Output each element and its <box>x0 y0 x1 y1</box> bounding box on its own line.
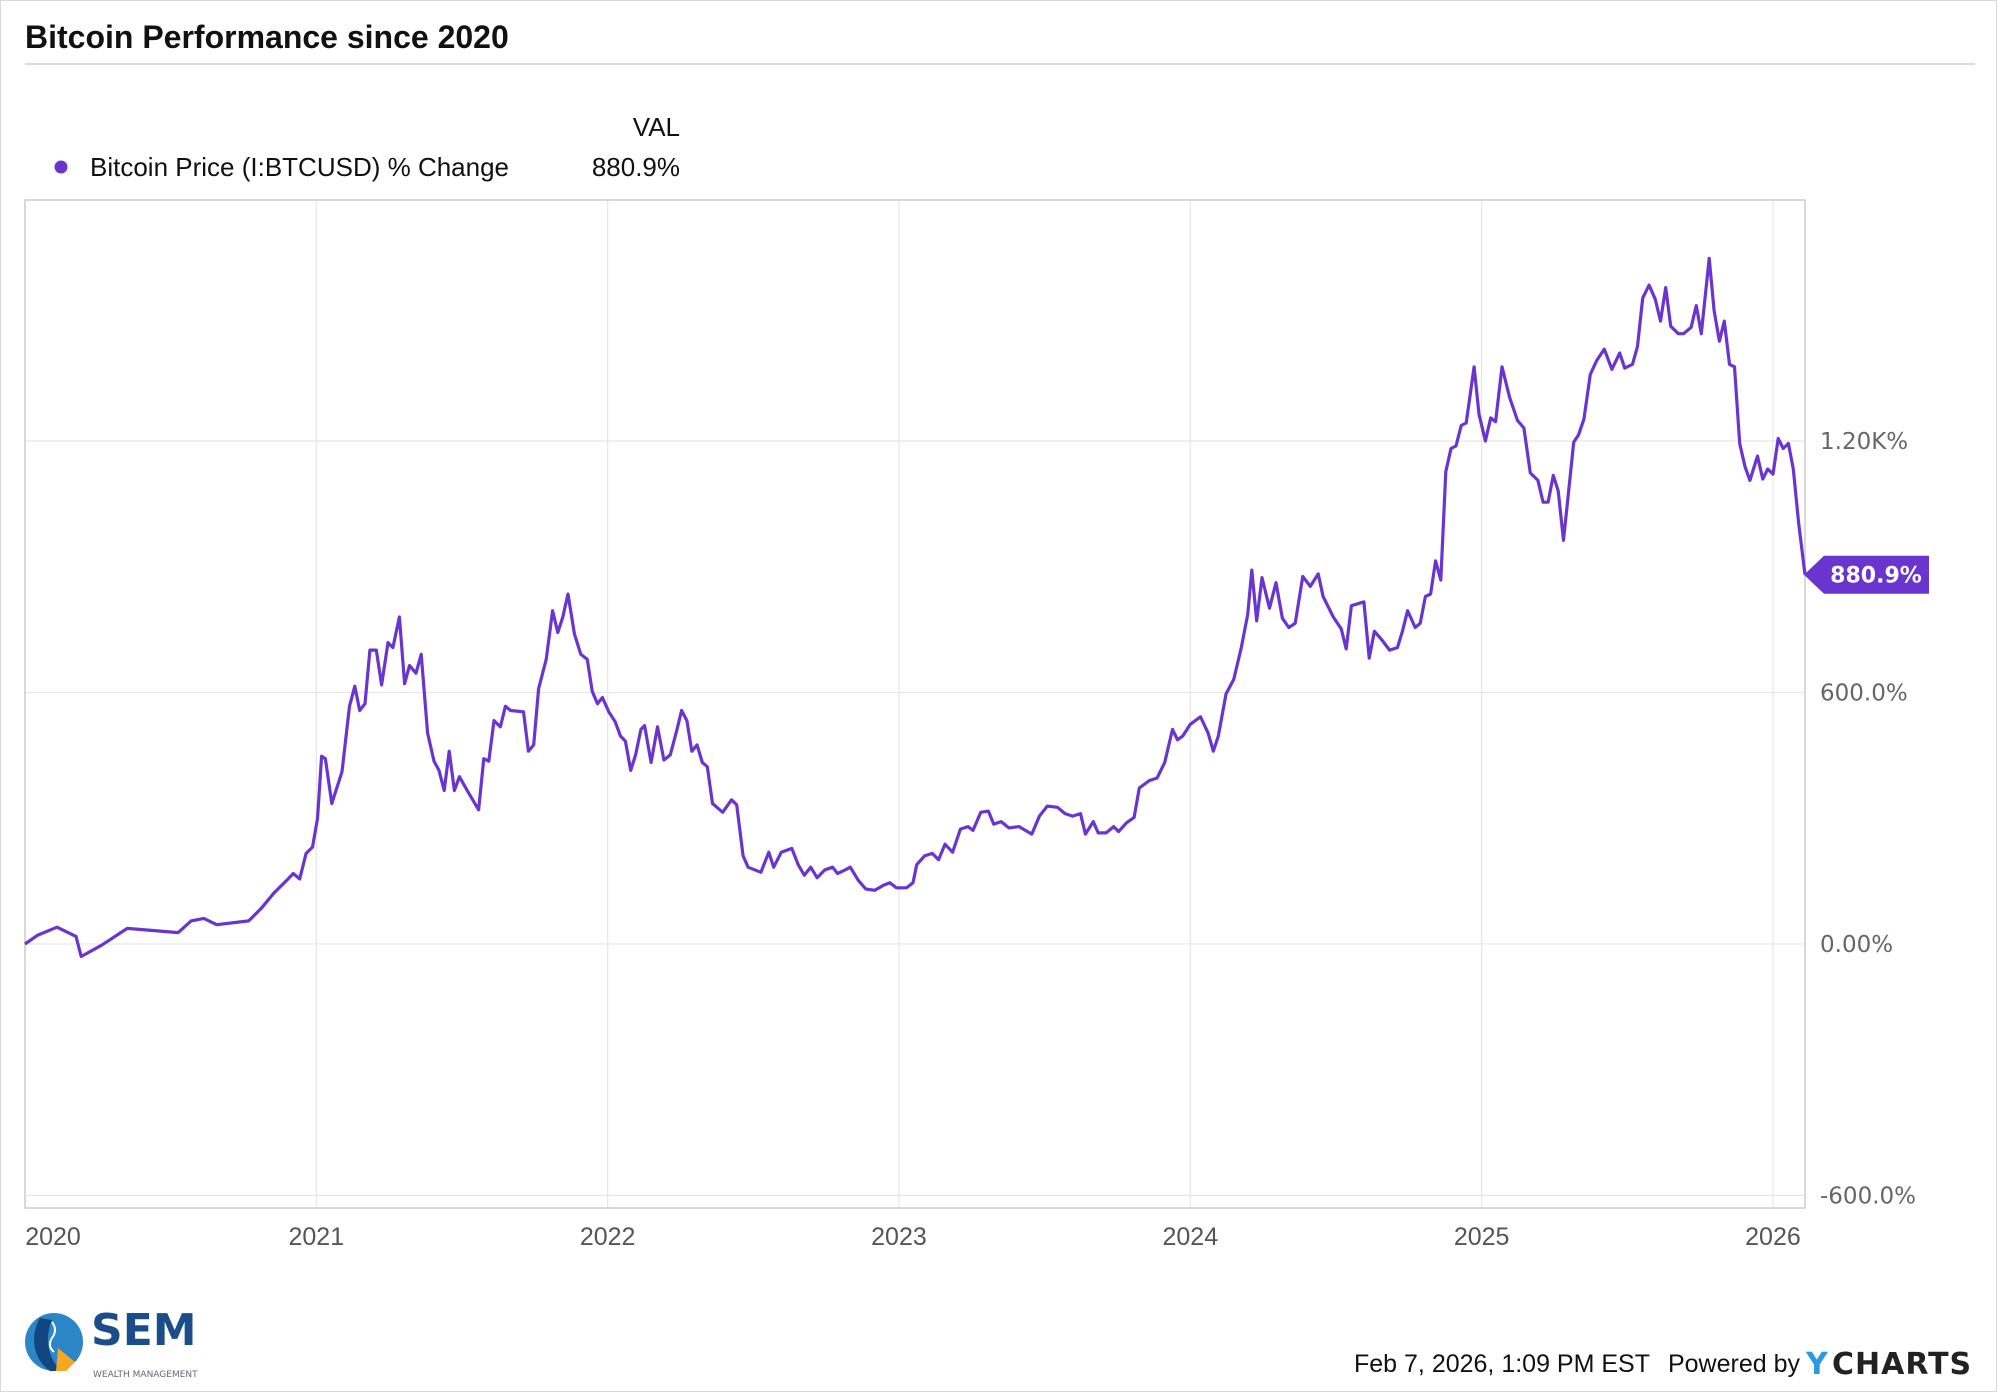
last-value-flag: 880.9% <box>1804 555 1929 594</box>
sem-logo: SEM WEALTH MANAGEMENT <box>25 1305 198 1380</box>
sem-brand-sub: WEALTH MANAGEMENT <box>93 1370 198 1380</box>
footer-timestamp: Feb 7, 2026, 1:09 PM EST <box>1354 1350 1650 1378</box>
last-value-label: 880.9% <box>1830 564 1922 589</box>
x-tick-label: 2024 <box>1162 1223 1218 1251</box>
y-tick-label: 1.20K% <box>1820 429 1908 455</box>
last-value-flag-shape <box>1804 555 1929 594</box>
legend-series-name[interactable]: Bitcoin Price (I:BTCUSD) % Change <box>90 152 509 182</box>
y-tick-label: -600.0% <box>1820 1183 1916 1209</box>
chart-title: Bitcoin Performance since 2020 <box>25 19 509 55</box>
legend: VAL Bitcoin Price (I:BTCUSD) % Change 88… <box>54 112 680 182</box>
x-tick-label: 2023 <box>871 1223 927 1251</box>
x-tick-label: 2026 <box>1745 1223 1801 1251</box>
x-tick-label: 2025 <box>1454 1223 1510 1251</box>
legend-header: VAL <box>633 112 680 142</box>
legend-series-value: 880.9% <box>592 152 680 182</box>
y-tick-label: 600.0% <box>1820 680 1908 706</box>
plot-frame <box>24 199 1806 1209</box>
x-tick-label: 2021 <box>289 1223 345 1251</box>
gridlines <box>25 200 1805 1208</box>
sem-brand-name: SEM <box>91 1305 197 1356</box>
y-tick-label: 0.00% <box>1820 932 1893 958</box>
x-tick-label: 2022 <box>580 1223 636 1251</box>
series-line-bitcoin <box>24 256 1807 959</box>
y-axis: 1.20K% 600.0% 0.00% -600.0% <box>1820 429 1916 1209</box>
legend-marker <box>54 160 68 174</box>
ycharts-logo-y[interactable]: Y <box>1805 1347 1829 1382</box>
x-tick-label: 2020 <box>25 1223 81 1251</box>
x-axis: 2020 2021 2022 2023 2024 2025 2026 <box>25 1223 1801 1251</box>
footer-powered-by: Powered by <box>1668 1350 1801 1378</box>
ycharts-logo-text[interactable]: CHARTS <box>1832 1347 1972 1382</box>
footer: Feb 7, 2026, 1:09 PM EST Powered by Y CH… <box>1354 1347 1972 1382</box>
sem-logo-figure <box>48 1321 56 1353</box>
sem-logo-accent <box>56 1348 75 1371</box>
sem-logo-swoosh <box>34 1318 62 1371</box>
